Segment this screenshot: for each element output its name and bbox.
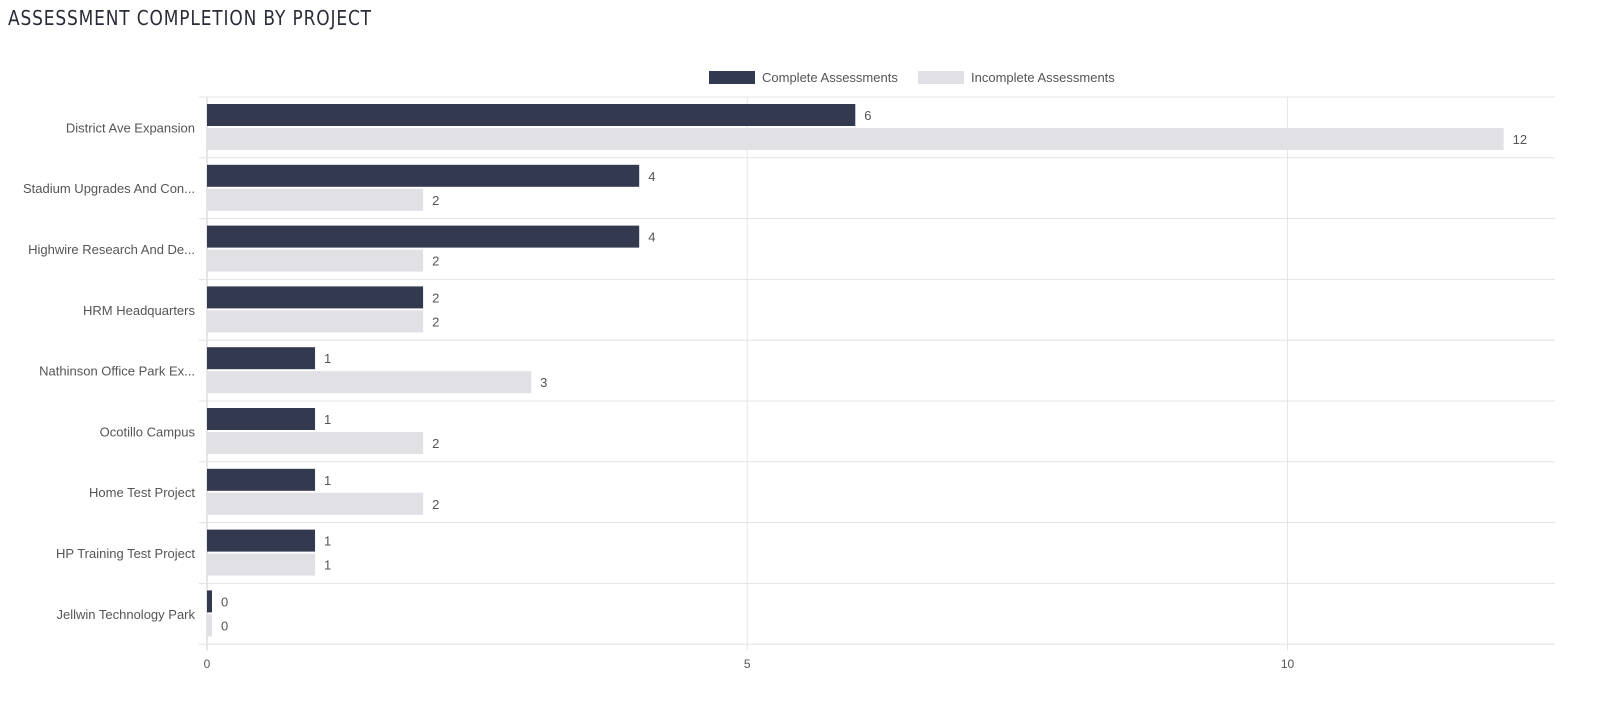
category-label: Nathinson Office Park Ex... <box>39 364 195 379</box>
bar <box>207 128 1504 150</box>
chart-title: ASSESSMENT COMPLETION BY PROJECT <box>8 6 372 30</box>
bar <box>207 249 424 272</box>
category-label: HP Training Test Project <box>56 546 195 561</box>
bar <box>207 164 640 187</box>
bar <box>207 104 856 126</box>
bar <box>207 468 316 491</box>
data-label: 4 <box>648 230 655 245</box>
bar <box>207 347 316 370</box>
x-tick-label: 0 <box>204 657 211 671</box>
bar <box>207 529 316 552</box>
bar <box>207 432 424 454</box>
bar <box>207 553 316 576</box>
bar <box>207 492 424 515</box>
data-label: 0 <box>221 594 228 609</box>
bar <box>207 614 212 637</box>
bar <box>207 371 532 394</box>
data-label: 2 <box>432 254 439 269</box>
x-tick-label: 10 <box>1281 657 1295 671</box>
data-label: 0 <box>221 618 228 633</box>
legend-swatch <box>709 71 755 84</box>
data-label: 1 <box>324 473 331 488</box>
bar <box>207 408 316 430</box>
category-label: District Ave Expansion <box>66 120 195 135</box>
bar <box>207 590 212 613</box>
category-label: Stadium Upgrades And Con... <box>23 181 195 196</box>
x-tick-label: 5 <box>744 657 751 671</box>
data-label: 6 <box>864 108 871 123</box>
data-label: 2 <box>432 290 439 305</box>
legend-label: Incomplete Assessments <box>971 70 1115 85</box>
category-label: Highwire Research And De... <box>28 242 195 257</box>
category-label: HRM Headquarters <box>83 303 195 318</box>
bar <box>207 188 424 211</box>
data-label: 1 <box>324 534 331 549</box>
data-label: 12 <box>1513 132 1527 147</box>
legend-label: Complete Assessments <box>762 70 898 85</box>
data-label: 1 <box>324 351 331 366</box>
data-label: 1 <box>324 412 331 427</box>
category-label: Home Test Project <box>89 485 195 500</box>
category-label: Ocotillo Campus <box>100 424 196 439</box>
bar <box>207 286 424 309</box>
data-label: 2 <box>432 436 439 451</box>
bar <box>207 310 424 333</box>
data-label: 3 <box>540 375 547 390</box>
data-label: 2 <box>432 314 439 329</box>
legend-swatch <box>918 71 964 84</box>
data-label: 1 <box>324 558 331 573</box>
bar <box>207 225 640 248</box>
data-label: 2 <box>432 497 439 512</box>
category-label: Jellwin Technology Park <box>57 607 196 622</box>
data-label: 4 <box>648 169 655 184</box>
data-label: 2 <box>432 193 439 208</box>
